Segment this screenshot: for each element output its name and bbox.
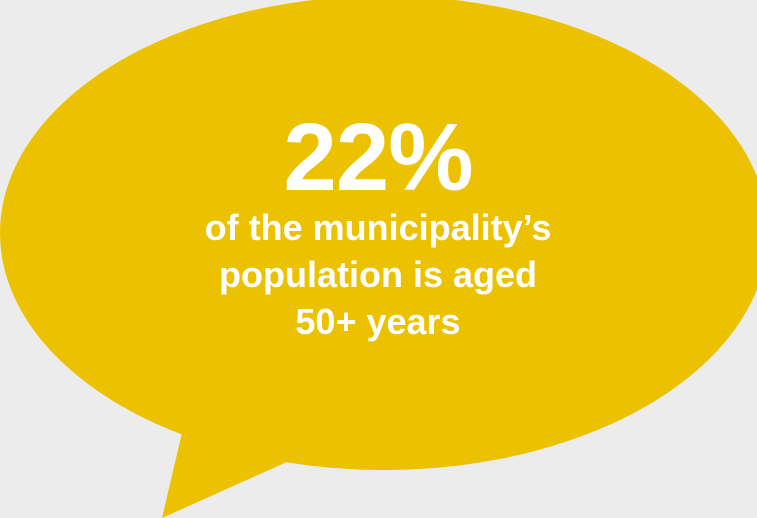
caption-line: of the municipality’s [204, 207, 552, 248]
caption-line: population is aged [218, 254, 537, 295]
caption-line: 50+ years [295, 301, 461, 342]
stat-value: 22% [283, 104, 473, 211]
speech-bubble-tail [162, 420, 318, 518]
stat-caption: of the municipality’s population is aged… [178, 204, 578, 345]
stat-text-block: 22% of the municipality’s population is … [178, 106, 578, 345]
